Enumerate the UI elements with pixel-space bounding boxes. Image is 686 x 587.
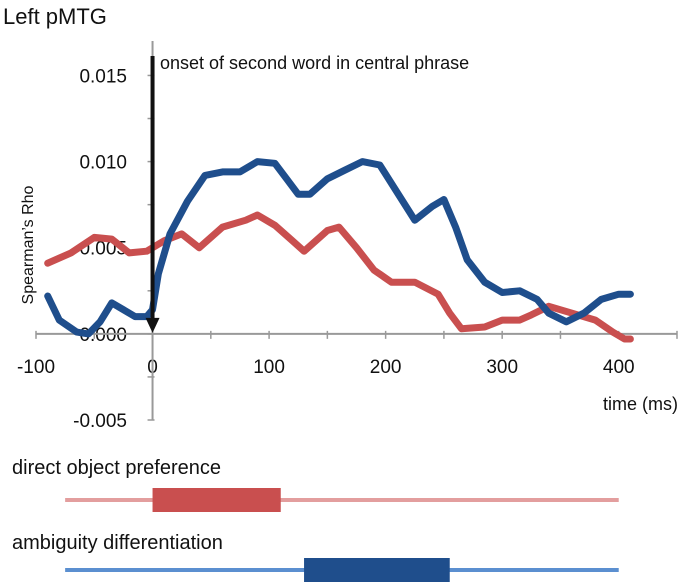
y-tick-label: -0.005 xyxy=(73,411,127,432)
x-axis-label: time (ms) xyxy=(603,394,678,414)
x-tick-label: 200 xyxy=(370,357,402,378)
y-tick-label: 0.015 xyxy=(79,66,127,87)
interval-bar-span xyxy=(304,558,450,582)
onset-arrow-head xyxy=(145,317,160,333)
x-tick-labels: -1000100200300400 xyxy=(17,357,635,378)
x-tick-label: 300 xyxy=(486,357,518,378)
y-axis-label: Spearman’s Rho xyxy=(20,185,37,304)
interval-bar-label: ambiguity differentiation xyxy=(12,532,223,554)
y-tick-label: 0.010 xyxy=(79,153,127,174)
series-line-1 xyxy=(44,211,634,343)
x-tick-label: 400 xyxy=(603,357,635,378)
x-tick-label: 100 xyxy=(253,357,285,378)
series-line-2 xyxy=(44,158,634,338)
onset-annotation: onset of second word in central phrase xyxy=(160,53,469,73)
onset-arrow xyxy=(145,56,160,333)
interval-bars: direct object preference ambiguity differ… xyxy=(12,457,619,582)
interval-bar-span xyxy=(152,488,281,512)
chart-title: Left pMTG xyxy=(3,4,107,29)
interval-bar-label: direct object preference xyxy=(12,457,221,479)
series-lines xyxy=(44,158,634,343)
x-tick-label: -100 xyxy=(17,357,55,378)
